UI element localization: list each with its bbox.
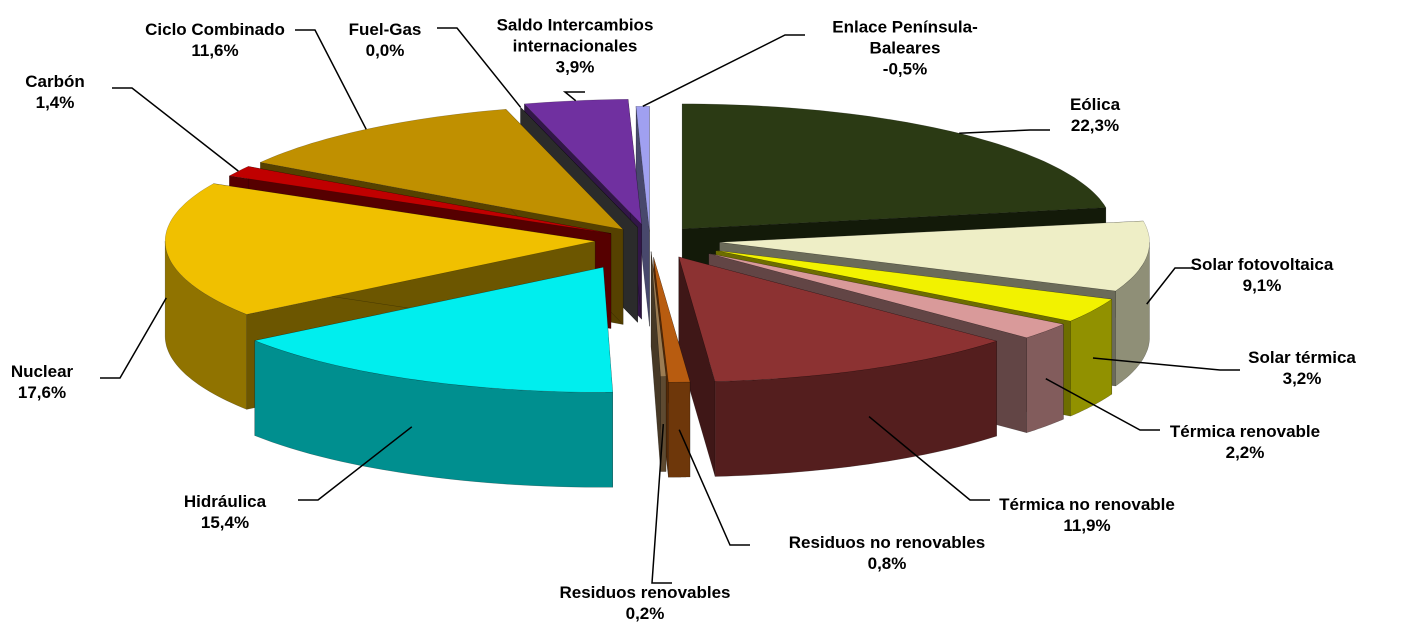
leader-line — [100, 297, 167, 379]
slice-wall — [1026, 323, 1064, 434]
value-label: 1,4% — [35, 93, 75, 112]
leader-line — [562, 91, 585, 102]
leader-line — [651, 424, 672, 584]
slice-wall — [668, 381, 691, 478]
slice — [650, 251, 667, 377]
category-label: Solar térmica — [1248, 348, 1356, 367]
leader-line — [1146, 267, 1195, 305]
slice-label: Residuos renovables 0,2% — [559, 582, 730, 624]
value-label: 22,3% — [1070, 116, 1120, 135]
value-label: 3,2% — [1282, 369, 1322, 388]
leader-line — [1045, 378, 1160, 431]
leader-line — [678, 429, 750, 546]
value-label: 11,6% — [191, 41, 239, 60]
slice — [719, 220, 1150, 292]
slice-label: Fuel-Gas 0,0% — [349, 19, 422, 61]
category-label: Carbón — [25, 72, 85, 91]
slice — [678, 256, 998, 382]
value-label: 3,9% — [555, 57, 595, 77]
category-label: Solar fotovoltaica — [1190, 255, 1334, 274]
slice-label: Solar fotovoltaica 9,1% — [1191, 254, 1334, 296]
category-label: Ciclo Combinado — [145, 20, 285, 39]
slice-label: Térmica renovable 2,2% — [1170, 421, 1320, 463]
slice-label: Eólica 22,3% — [1070, 94, 1120, 136]
value-label: 17,6% — [17, 383, 67, 402]
category-label: Enlace Península-Baleares — [832, 17, 978, 58]
slice-label: Carbón 1,4% — [25, 71, 85, 113]
slice-wall — [714, 340, 997, 477]
slice-tops — [164, 99, 1150, 393]
leader-line — [642, 34, 805, 107]
value-label: 15,4% — [200, 513, 250, 532]
slice-label: Solar térmica 3,2% — [1248, 347, 1356, 389]
value-label: -0,5% — [882, 59, 928, 79]
category-label: Hidráulica — [183, 492, 267, 511]
slice — [164, 183, 596, 315]
value-label: 9,1% — [1242, 276, 1282, 295]
slice-label: Hidráulica 15,4% — [184, 491, 266, 533]
category-label: Eólica — [1069, 95, 1121, 114]
leader-line — [959, 129, 1050, 135]
slice-label: Enlace Península-Baleares -0,5% — [805, 17, 1005, 80]
leader-line — [868, 416, 990, 501]
category-label: Térmica no renovable — [999, 495, 1175, 514]
slice-label: Saldo Intercambios internacionales 3,9% — [480, 15, 670, 78]
slice — [715, 250, 1113, 322]
slice — [653, 257, 691, 383]
category-label: Térmica renovable — [1169, 422, 1321, 441]
category-label: Nuclear — [10, 362, 74, 381]
leader-line — [112, 87, 239, 172]
value-label: 0,0% — [365, 41, 405, 60]
value-label: 0,2% — [625, 604, 665, 623]
slice-label: Nuclear 17,6% — [11, 361, 73, 403]
category-label: Saldo Intercambios internacionales — [496, 15, 654, 56]
slice-label: Térmica no renovable 11,9% — [999, 494, 1175, 536]
slice — [708, 253, 1065, 338]
slice-wall — [164, 241, 247, 410]
leader-line — [295, 29, 367, 130]
value-label: 0,8% — [867, 554, 907, 573]
value-label: 2,2% — [1225, 443, 1265, 462]
leader-line — [298, 426, 413, 501]
leader-line — [437, 27, 522, 108]
category-label: Residuos no renovables — [788, 533, 986, 552]
value-label: 11,9% — [1063, 516, 1111, 535]
leader-line — [1092, 357, 1240, 371]
category-label: Fuel-Gas — [348, 20, 422, 39]
slice-label: Ciclo Combinado 11,6% — [145, 19, 285, 61]
slice — [253, 266, 613, 393]
slice-label: Residuos no renovables 0,8% — [789, 532, 986, 574]
category-label: Residuos renovables — [559, 583, 731, 602]
slice — [681, 103, 1107, 230]
